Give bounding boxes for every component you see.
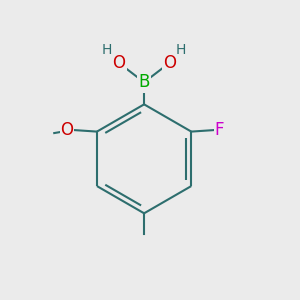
Text: H: H — [176, 43, 186, 57]
Text: H: H — [102, 43, 112, 57]
Text: B: B — [138, 73, 150, 91]
Text: F: F — [215, 121, 224, 139]
Text: O: O — [112, 54, 126, 72]
Text: O: O — [163, 54, 176, 72]
Text: O: O — [60, 121, 74, 139]
